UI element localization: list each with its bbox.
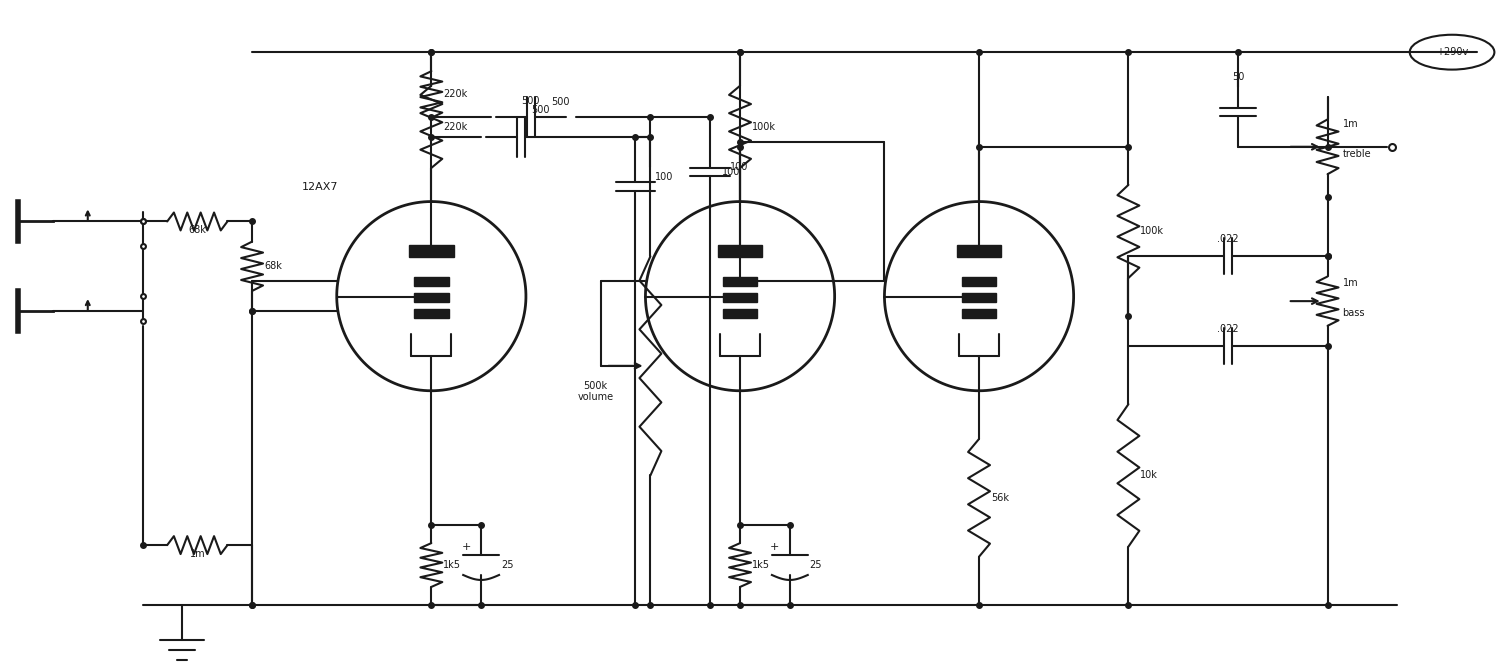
Text: +: + [462, 542, 471, 552]
Text: +290v: +290v [1436, 47, 1468, 57]
Text: 100k: 100k [752, 122, 776, 132]
Text: 500: 500 [550, 97, 570, 107]
Text: 500: 500 [522, 96, 540, 106]
Text: .022: .022 [1216, 234, 1239, 244]
Bar [717, 245, 762, 257]
Text: 220k: 220k [444, 122, 468, 132]
Text: 50: 50 [1232, 72, 1244, 82]
Text: 500k
volume: 500k volume [578, 381, 614, 402]
Text: treble: treble [1342, 149, 1371, 159]
Bar [962, 277, 996, 286]
Bar [414, 292, 448, 302]
Text: 220k: 220k [444, 89, 468, 99]
Text: 1k5: 1k5 [444, 560, 462, 570]
Bar [962, 308, 996, 318]
Text: 12AX7: 12AX7 [302, 182, 339, 192]
Text: 100: 100 [730, 162, 748, 172]
Text: 1m: 1m [1342, 278, 1358, 288]
Text: 500: 500 [531, 105, 549, 115]
Text: +: + [770, 542, 780, 552]
Text: 100k: 100k [1140, 226, 1164, 236]
Bar [410, 245, 453, 257]
Text: 56k: 56k [992, 493, 1010, 503]
Text: 100: 100 [656, 172, 674, 182]
Bar [723, 277, 758, 286]
Text: 1m: 1m [189, 549, 206, 559]
Bar [414, 308, 448, 318]
Bar [723, 292, 758, 302]
Text: 68k: 68k [264, 261, 282, 271]
Text: bass: bass [1342, 308, 1365, 318]
Text: 25: 25 [810, 560, 822, 570]
Bar [414, 277, 448, 286]
Text: 10k: 10k [1140, 470, 1158, 480]
Text: 1k5: 1k5 [752, 560, 770, 570]
Text: .022: .022 [1216, 324, 1239, 334]
Text: 25: 25 [501, 560, 513, 570]
Text: 100: 100 [722, 166, 741, 176]
Bar [723, 308, 758, 318]
Text: 68k: 68k [189, 225, 207, 235]
Text: 1m: 1m [1342, 119, 1358, 129]
Bar [962, 292, 996, 302]
Bar [957, 245, 1002, 257]
